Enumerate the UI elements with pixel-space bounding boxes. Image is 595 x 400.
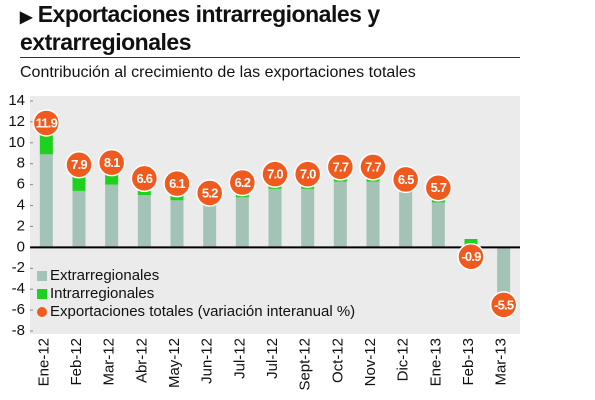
- rule: [20, 57, 520, 58]
- data-label: 6.2: [234, 175, 250, 190]
- data-label: 5.2: [202, 185, 218, 200]
- total-dot: [424, 174, 453, 202]
- total-dot: [261, 160, 289, 188]
- x-tick-label: Feb-12: [68, 338, 85, 386]
- data-label: 7.7: [365, 159, 381, 174]
- data-label: -0.9: [461, 249, 481, 264]
- total-dot: [489, 291, 518, 319]
- bar: [301, 188, 315, 248]
- data-label: 7.0: [267, 167, 283, 182]
- y-tick-label: 10: [8, 134, 25, 151]
- data-label: 6.6: [136, 171, 152, 186]
- bar: [497, 247, 511, 303]
- x-tick-label: Abr-12: [133, 338, 150, 383]
- y-tick-label: -4: [12, 280, 25, 297]
- total-dot: [359, 153, 387, 181]
- x-tick-label: Mar-13: [493, 338, 510, 386]
- data-label: 6.1: [169, 176, 185, 191]
- y-tick-label: -2: [12, 259, 25, 276]
- x-tick-label: Oct-12: [329, 338, 346, 383]
- y-tick-label: 0: [17, 238, 25, 255]
- data-label: 7.7: [332, 159, 348, 174]
- legend-label: Intrarregionales: [50, 285, 154, 302]
- total-dot: [195, 179, 224, 207]
- x-tick-label: Ene-13: [427, 338, 444, 386]
- legend-label: Exportaciones totales (variación interan…: [50, 303, 355, 320]
- y-tick-label: 2: [17, 217, 25, 234]
- y-tick-label: -8: [12, 322, 25, 339]
- x-tick-label: Nov-12: [362, 338, 379, 386]
- bar: [105, 184, 119, 248]
- total-dot: [32, 109, 61, 137]
- bar: [399, 189, 413, 248]
- x-tick-label: Feb-13: [460, 338, 477, 386]
- total-dot: [228, 168, 257, 197]
- x-tick-label: Mar-12: [101, 338, 118, 386]
- x-tick-label: Jun-12: [199, 338, 216, 384]
- bar: [39, 154, 53, 248]
- data-label: 5.7: [430, 180, 446, 195]
- bar: [235, 197, 249, 248]
- bar: [366, 181, 380, 248]
- chart-subtitle: Contribución al crecimiento de las expor…: [20, 64, 416, 81]
- y-tick-label: 12: [8, 113, 25, 130]
- bar: [170, 200, 184, 248]
- total-dot: [130, 164, 159, 193]
- data-label: -5.5: [494, 297, 514, 312]
- x-tick-label: Sept-12: [297, 338, 314, 391]
- x-tick-label: Jul-12: [231, 338, 248, 379]
- bar: [72, 190, 86, 248]
- total-dot: [457, 243, 485, 271]
- bar: [137, 195, 151, 248]
- legend-swatch: [37, 289, 47, 299]
- legend-swatch: [37, 271, 47, 281]
- data-label: 7.0: [300, 167, 316, 182]
- y-tick-label: 8: [17, 155, 25, 172]
- data-label: 7.9: [71, 157, 87, 172]
- x-tick-label: Jul-12: [264, 338, 281, 379]
- total-dot: [65, 151, 93, 179]
- y-tick-label: 14: [8, 92, 25, 109]
- legend-label: Extrarregionales: [50, 267, 159, 284]
- chart-title: ▶ Exportaciones intrarregionales y extra…: [20, 1, 380, 55]
- data-label: 11.9: [36, 115, 58, 130]
- total-dot: [97, 148, 126, 177]
- y-tick-label: -6: [12, 301, 25, 318]
- total-dot: [391, 165, 420, 194]
- bar: [333, 181, 347, 248]
- bar: [203, 205, 217, 248]
- y-tick-label: 6: [17, 176, 25, 193]
- title-text: Exportaciones intrarregionales y extrarr…: [20, 1, 380, 55]
- y-tick-label: 4: [17, 197, 25, 214]
- bar: [431, 202, 445, 248]
- x-tick-label: Ene-12: [35, 338, 52, 386]
- x-tick-label: Dic-12: [395, 338, 412, 381]
- legend-swatch: [37, 307, 47, 317]
- total-dot: [163, 169, 191, 198]
- total-dot: [326, 153, 355, 181]
- data-label: 6.5: [398, 172, 414, 187]
- total-dot: [293, 160, 322, 188]
- data-label: 8.1: [104, 155, 120, 170]
- bar: [268, 188, 282, 248]
- x-tick-label: May-12: [166, 338, 183, 388]
